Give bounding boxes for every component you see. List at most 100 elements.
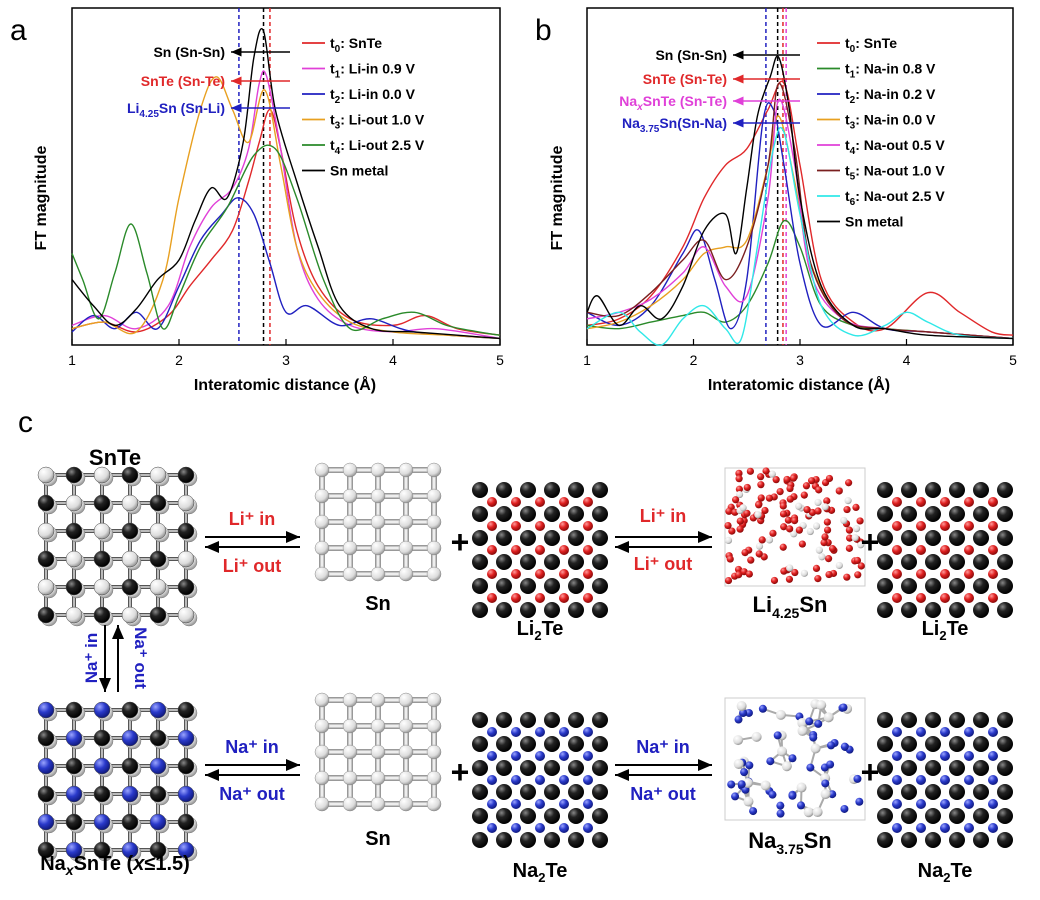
svg-text:Sn (Sn-Sn): Sn (Sn-Sn): [153, 44, 225, 60]
li-in-label-2: Li⁺ in: [640, 506, 687, 526]
li-out-label-2: Li⁺ out: [634, 554, 692, 574]
label-li2te-2: Li2Te: [922, 618, 969, 643]
sn-structure-top: [314, 462, 442, 582]
chart-a-xlabel: Interatomic distance (Å): [194, 375, 376, 394]
svg-text:t5: Na-out 1.0 V: t5: Na-out 1.0 V: [845, 163, 945, 183]
series-line-1: [586, 219, 1014, 340]
legend-entry-1: t1: Li-in 0.9 V: [302, 61, 416, 81]
panel-label-a: a: [10, 14, 27, 47]
li425sn-structure: [724, 467, 866, 587]
na2te-structure-2: [877, 712, 1013, 848]
label-na2te-1: Na2Te: [513, 860, 568, 885]
annotation-2: NaxSnTe (Sn-Te): [619, 93, 800, 113]
legend-entry-5: Sn metal: [302, 163, 388, 179]
legend-entry-2: t2: Li-in 0.0 V: [302, 86, 416, 106]
x-tick-label: 5: [1009, 352, 1017, 368]
annotation-2: Li4.25Sn (Sn-Li): [127, 100, 290, 120]
na-out-vertical: Na⁺ out: [131, 627, 150, 689]
series-line-7: [586, 55, 1014, 340]
svg-text:t3: Li-out 1.0 V: t3: Li-out 1.0 V: [330, 112, 425, 132]
svg-text:t4: Na-out 0.5 V: t4: Na-out 0.5 V: [845, 137, 945, 157]
chart-b: FT magnitude Interatomic distance (Å) 1 2…: [549, 7, 1017, 394]
na375sn-structure: [724, 697, 866, 821]
label-naxsnte: NaxSnTe (x≤1.5): [40, 853, 190, 878]
x-tick-label: 2: [175, 352, 183, 368]
legend-entry-3: t3: Na-in 0.0 V: [817, 112, 936, 132]
legend-entry-0: t0: SnTe: [817, 35, 897, 55]
li-in-label-1: Li⁺ in: [229, 509, 276, 529]
svg-text:t1: Na-in 0.8 V: t1: Na-in 0.8 V: [845, 61, 936, 81]
label-na375sn: Na3.75Sn: [748, 828, 832, 857]
plus-2: +: [861, 524, 880, 560]
chart-a-ylabel: FT magnitude: [33, 145, 50, 250]
snte-structure: [37, 466, 198, 627]
svg-text:t4: Li-out 2.5 V: t4: Li-out 2.5 V: [330, 137, 425, 157]
series-line-5: [586, 82, 1014, 340]
x-tick-label: 3: [796, 352, 804, 368]
legend-entry-5: t5: Na-out 1.0 V: [817, 163, 945, 183]
li2te-structure-1: [472, 482, 608, 618]
sn-structure-bottom: [314, 692, 442, 812]
label-li425sn: Li4.25Sn: [753, 592, 828, 621]
chart-frame: [586, 7, 1014, 346]
plus-4: +: [861, 754, 880, 790]
plus-1: +: [451, 524, 470, 560]
na-in-vertical: Na⁺ in: [82, 633, 101, 684]
annotation-0: Sn (Sn-Sn): [655, 47, 800, 63]
svg-text:SnTe (Sn-Te): SnTe (Sn-Te): [643, 71, 727, 87]
x-tick-label: 1: [68, 352, 76, 368]
na2te-structure-1: [472, 712, 608, 848]
svg-text:Li4.25Sn (Sn-Li): Li4.25Sn (Sn-Li): [127, 100, 225, 120]
chart-b-ylabel: FT magnitude: [549, 145, 566, 250]
legend-entry-4: t4: Na-out 0.5 V: [817, 137, 945, 157]
label-sn-top: Sn: [365, 593, 391, 615]
annotation-1: SnTe (Sn-Te): [141, 73, 290, 89]
svg-text:t1: Li-in 0.9 V: t1: Li-in 0.9 V: [330, 61, 416, 81]
arrows-li-2: Li⁺ in Li⁺ out: [615, 506, 712, 574]
annotation-3: Na3.75Sn(Sn-Na): [622, 115, 800, 135]
label-sn-bottom: Sn: [365, 828, 391, 850]
series-line-0: [71, 108, 501, 336]
svg-text:t2: Li-in 0.0 V: t2: Li-in 0.0 V: [330, 86, 416, 106]
svg-text:Sn metal: Sn metal: [845, 214, 903, 230]
x-tick-label: 5: [496, 352, 504, 368]
panel-label-b: b: [535, 14, 552, 47]
label-snte: SnTe: [89, 445, 141, 470]
series-line-6: [586, 127, 1014, 346]
svg-text:Sn metal: Sn metal: [330, 163, 388, 179]
arrows-na-1: Na⁺ in Na⁺ out: [205, 737, 300, 804]
chart-a-annotations: Sn (Sn-Sn) SnTe (Sn-Te) Li4.25Sn (Sn-Li): [127, 44, 290, 120]
chart-b-xlabel: Interatomic distance (Å): [708, 375, 890, 394]
svg-text:SnTe (Sn-Te): SnTe (Sn-Te): [141, 73, 225, 89]
na-in-label-1: Na⁺ in: [225, 737, 279, 757]
plus-3: +: [451, 754, 470, 790]
chart-a-ticks: 1 2 3 4 5: [68, 339, 504, 368]
legend-entry-6: t6: Na-out 2.5 V: [817, 188, 945, 208]
label-na2te-2: Na2Te: [918, 860, 973, 885]
series-line-3: [586, 115, 1014, 340]
x-tick-label: 1: [583, 352, 591, 368]
svg-text:Na3.75Sn(Sn-Na): Na3.75Sn(Sn-Na): [622, 115, 727, 135]
x-tick-label: 3: [282, 352, 290, 368]
chart-b-legend: t0: SnTe t1: Na-in 0.8 V t2: Na-in 0.2 V t3…: [817, 35, 945, 230]
legend-entry-4: t4: Li-out 2.5 V: [302, 137, 425, 157]
svg-text:t0: SnTe: t0: SnTe: [845, 35, 897, 55]
legend-entry-0: t0: SnTe: [302, 35, 382, 55]
series-line-4: [71, 144, 501, 336]
annotation-1: SnTe (Sn-Te): [643, 71, 800, 87]
na-out-label-1: Na⁺ out: [219, 784, 285, 804]
li-out-label-1: Li⁺ out: [223, 556, 281, 576]
arrows-na-2: Na⁺ in Na⁺ out: [615, 737, 712, 804]
x-tick-label: 4: [903, 352, 911, 368]
li2te-structure-2: [877, 482, 1013, 618]
panel-label-c: c: [18, 406, 33, 439]
chart-b-annotations: Sn (Sn-Sn) SnTe (Sn-Te) NaxSnTe (Sn-Te)Na3…: [619, 47, 800, 135]
svg-text:t3: Na-in 0.0 V: t3: Na-in 0.0 V: [845, 112, 936, 132]
naxsnte-structure: [37, 701, 198, 862]
na-out-label-2: Na⁺ out: [630, 784, 696, 804]
legend-entry-7: Sn metal: [817, 214, 903, 230]
arrows-li-1: Li⁺ in Li⁺ out: [205, 509, 300, 576]
x-tick-label: 4: [389, 352, 397, 368]
svg-text:t6: Na-out 2.5 V: t6: Na-out 2.5 V: [845, 188, 945, 208]
